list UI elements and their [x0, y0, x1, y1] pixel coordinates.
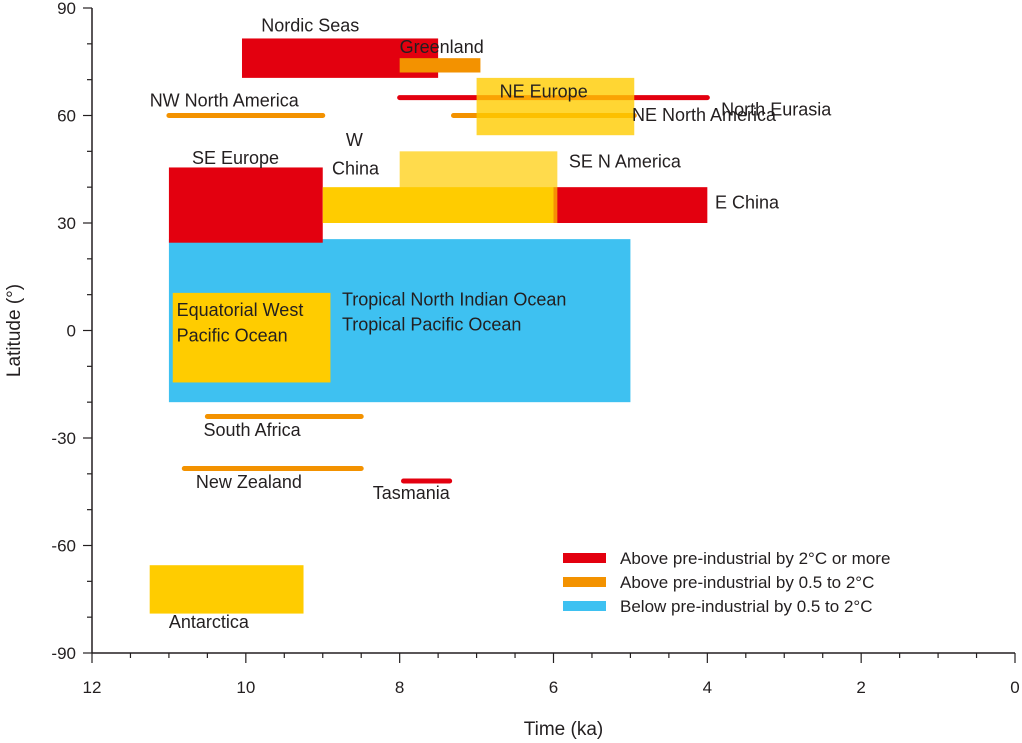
region-label: E China [715, 193, 780, 213]
region-label: SE N America [569, 151, 682, 171]
antarctica-box [149, 565, 304, 614]
x-axis-title: Time (ka) [524, 719, 604, 740]
y-tick-label: -90 [51, 644, 76, 663]
y-tick-label: 90 [57, 0, 76, 18]
region-label: Tropical Pacific Ocean [342, 315, 521, 335]
x-tick-label: 12 [83, 678, 102, 697]
region-label: NE Europe [500, 82, 588, 102]
region-label: Nordic Seas [261, 15, 359, 35]
x-tick-label: 8 [395, 678, 404, 697]
axes: -90 -60 -30 0 30 60 90 12 10 8 6 4 2 0 Time (ka) Latitu… [4, 0, 1020, 740]
x-tick-label: 4 [703, 678, 712, 697]
x-tick-label: 2 [856, 678, 865, 697]
legend-label: Below pre-industrial by 0.5 to 2°C [620, 597, 872, 616]
ne-europe-box [476, 77, 635, 136]
x-tick-label: 10 [236, 678, 255, 697]
region-label: Greenland [400, 37, 484, 57]
region-label: South Africa [204, 420, 302, 440]
se-europe-box [168, 167, 323, 243]
region-label: Tasmania [373, 483, 451, 503]
y-tick-label: 60 [57, 107, 76, 126]
region-label: New Zealand [196, 472, 302, 492]
region-label: NE North America [632, 105, 777, 125]
x-tick-label: 6 [549, 678, 558, 697]
region-label: China [332, 159, 380, 179]
region-label: Tropical North Indian Ocean [342, 289, 566, 309]
y-tick-label: -60 [51, 537, 76, 556]
region-label: North Eurasia [721, 100, 832, 120]
legend-swatch [563, 601, 606, 611]
region-label: SE Europe [192, 148, 279, 168]
region-label: NW North America [150, 91, 300, 111]
y-tick-label: 0 [67, 322, 76, 341]
y-axis-title: Latitude (°) [4, 284, 25, 377]
x-tick-label: 0 [1010, 678, 1019, 697]
legend-label: Above pre-industrial by 0.5 to 2°C [620, 573, 874, 592]
y-tick-label: -30 [51, 429, 76, 448]
se-n-america-box [399, 151, 558, 223]
legend-swatch [563, 553, 606, 563]
data-marks [149, 38, 710, 614]
region-label: W [346, 130, 363, 150]
legend-label: Above pre-industrial by 2°C or more [620, 549, 890, 568]
legend: Above pre-industrial by 2°C or more Above… [563, 549, 890, 616]
region-label: Pacific Ocean [177, 325, 288, 345]
greenland-box [399, 58, 481, 73]
y-tick-label: 30 [57, 214, 76, 233]
legend-swatch [563, 577, 606, 587]
region-labels: Nordic Seas Greenland NE Europe North Euras… [150, 15, 833, 632]
equatorial-west-pacific-box [172, 292, 331, 383]
e-china-box [553, 187, 708, 223]
region-label: Equatorial West [177, 300, 304, 320]
region-label: Antarctica [169, 612, 250, 632]
